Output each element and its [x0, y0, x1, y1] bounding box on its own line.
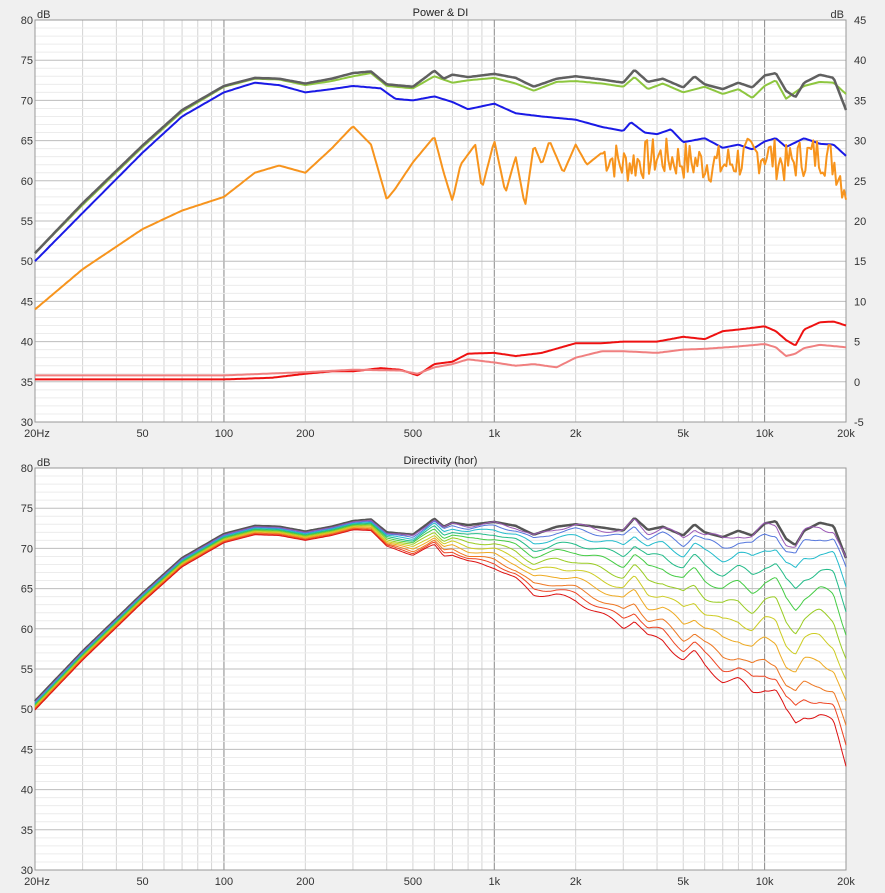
series-line-6: [34, 524, 847, 707]
x-tick-label: 5k: [677, 876, 689, 888]
x-tick-label: 200: [296, 428, 314, 440]
y-tick-label-left: 35: [21, 825, 33, 837]
x-tick-label: 50: [136, 876, 148, 888]
x-tick-label: 200: [296, 876, 314, 888]
y-tick-label-left: 40: [21, 337, 33, 349]
y-axis-unit-left: dB: [37, 9, 50, 21]
x-tick-label: 20k: [837, 428, 855, 440]
y-tick-label-right: 45: [854, 15, 866, 27]
series-line-10: [34, 528, 847, 746]
series-line-8: [34, 526, 847, 708]
y-tick-label-left: 45: [21, 744, 33, 756]
series-line-2: [34, 520, 847, 704]
y-axis-unit-left: dB: [37, 457, 50, 469]
series-line-4: [35, 320, 847, 381]
series-line-4: [34, 522, 847, 705]
y-tick-label-right: 30: [854, 136, 866, 148]
y-axis-unit-right: dB: [831, 9, 844, 21]
x-tick-label: 20k: [837, 876, 855, 888]
x-tick-label: 100: [215, 428, 233, 440]
series-line-3: [34, 521, 847, 704]
x-tick-label: 10k: [756, 428, 774, 440]
y-tick-label-right: 40: [854, 55, 866, 67]
x-tick-label: 100: [215, 876, 233, 888]
y-tick-label-right: 15: [854, 256, 866, 268]
x-tick-label: 1k: [488, 876, 500, 888]
series-line-11: [34, 529, 847, 767]
y-tick-label-left: 70: [21, 95, 33, 107]
y-tick-label-left: 55: [21, 664, 33, 676]
chart-title: Directivity (hor): [404, 455, 478, 467]
y-tick-label-right: 10: [854, 296, 866, 308]
x-tick-label: 2k: [570, 876, 582, 888]
y-tick-label-left: 60: [21, 176, 33, 188]
y-tick-label-left: 55: [21, 216, 33, 228]
y-tick-label-left: 65: [21, 584, 33, 596]
x-tick-label: 10k: [756, 876, 774, 888]
y-tick-label-left: 35: [21, 377, 33, 389]
chart-title: Power & DI: [413, 7, 469, 19]
y-tick-label-left: 50: [21, 256, 33, 268]
x-tick-label: 5k: [677, 428, 689, 440]
x-tick-label: 500: [404, 428, 422, 440]
series-line-0: [34, 81, 847, 262]
series-line-3: [34, 125, 847, 311]
y-tick-label-right: 35: [854, 95, 866, 107]
y-tick-label-left: 80: [21, 15, 33, 27]
y-tick-label-left: 40: [21, 785, 33, 797]
directivity-chart: Directivity (hor) dB 80 75 70 65 60 55 50 45 40 35 3…: [21, 455, 856, 888]
y-tick-label-left: 30: [21, 417, 33, 429]
y-tick-label-left: 70: [21, 543, 33, 555]
x-tick-label: 50: [136, 428, 148, 440]
x-tick-label: 20Hz: [24, 876, 50, 888]
series-line-9: [34, 527, 847, 726]
y-tick-label-left: 30: [21, 865, 33, 877]
series-line-5: [35, 343, 847, 377]
y-tick-label-left: 50: [21, 704, 33, 716]
series-line-1: [34, 518, 847, 703]
y-tick-label-left: 80: [21, 463, 33, 475]
y-tick-label-right: 5: [854, 337, 860, 349]
x-tick-label: 2k: [570, 428, 582, 440]
series-line-7: [34, 525, 847, 708]
x-tick-label: 500: [404, 876, 422, 888]
y-tick-label-right: 0: [854, 377, 860, 389]
x-tick-label: 20Hz: [24, 428, 50, 440]
y-tick-label-right: 25: [854, 176, 866, 188]
y-tick-label-left: 65: [21, 136, 33, 148]
y-tick-label-right: 20: [854, 216, 866, 228]
x-tick-label: 1k: [488, 428, 500, 440]
series-group: [34, 517, 848, 767]
y-tick-label-left: 45: [21, 296, 33, 308]
series-line-2: [34, 69, 848, 255]
series-line-5: [34, 523, 847, 706]
y-tick-label-left: 75: [21, 503, 33, 515]
y-tick-label-left: 75: [21, 55, 33, 67]
series-group: [34, 69, 848, 381]
plot-border: [34, 467, 847, 871]
plot-border: [34, 19, 847, 423]
y-tick-label-right: -5: [854, 417, 864, 429]
y-tick-label-left: 60: [21, 624, 33, 636]
